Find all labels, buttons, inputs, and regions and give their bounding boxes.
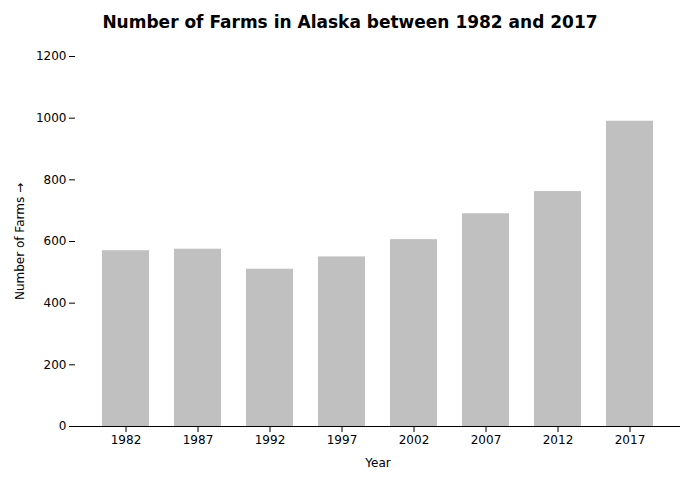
svg-text:2012: 2012 bbox=[543, 433, 574, 447]
svg-text:600: 600 bbox=[44, 234, 67, 248]
svg-text:1997: 1997 bbox=[327, 433, 358, 447]
svg-text:400: 400 bbox=[44, 296, 67, 310]
svg-text:800: 800 bbox=[44, 173, 67, 187]
svg-text:1987: 1987 bbox=[183, 433, 214, 447]
svg-text:Year: Year bbox=[364, 456, 390, 470]
svg-text:0: 0 bbox=[59, 419, 67, 433]
svg-text:1992: 1992 bbox=[255, 433, 286, 447]
svg-text:1000: 1000 bbox=[36, 111, 67, 125]
svg-text:1982: 1982 bbox=[111, 433, 142, 447]
html-text:Number of Farms in Alaska betw: Number of Farms in Alaska between 1982 a… bbox=[102, 12, 598, 32]
svg-text:200: 200 bbox=[44, 358, 67, 372]
svg-text:1200: 1200 bbox=[36, 49, 67, 63]
svg-text:2007: 2007 bbox=[471, 433, 502, 447]
svg-text:2002: 2002 bbox=[399, 433, 430, 447]
svg-text:Number of Farms →: Number of Farms → bbox=[13, 183, 27, 300]
svg-text:2017: 2017 bbox=[615, 433, 646, 447]
